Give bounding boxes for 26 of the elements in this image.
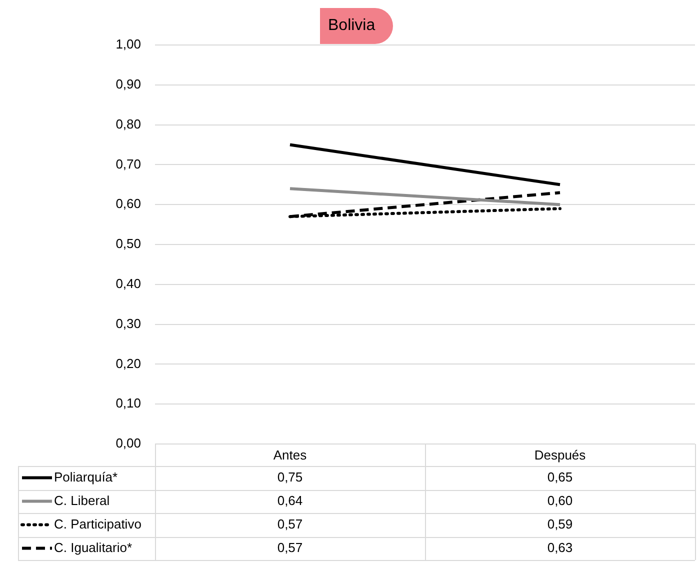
data-label: 0,65 [547,469,573,484]
y-tick-label: 0,90 [116,76,141,92]
x-tick-label: Antes [273,447,308,462]
y-tick-label: 0,40 [116,276,141,291]
y-tick-label: 0,70 [116,156,141,172]
y-tick-label: 0,80 [116,116,141,132]
y-tick-label: 1,00 [116,36,141,52]
legend-label: Poliarquía* [54,469,118,484]
data-label: 0,57 [277,540,303,555]
chart-title: Bolivia [320,8,394,44]
y-tick-label: 0,50 [116,236,141,252]
y-tick-label: 0,20 [116,356,141,371]
y-tick-label: 0,60 [116,196,141,212]
x-tick-label: Después [534,447,586,462]
legend-label: C. Liberal [54,492,110,508]
y-tick-label: 0,00 [116,436,141,451]
data-label: 0,63 [547,540,573,555]
data-label: 0,57 [277,516,303,532]
y-tick-label: 0,30 [116,316,141,331]
y-tick-label: 0,10 [116,396,141,411]
legend-label: C. Igualitario* [54,540,132,555]
data-label: 0,59 [547,516,573,532]
data-label: 0,64 [277,492,303,508]
legend-label: C. Participativo [54,516,142,532]
data-label: 0,60 [547,492,573,508]
data-label: 0,75 [277,469,303,484]
